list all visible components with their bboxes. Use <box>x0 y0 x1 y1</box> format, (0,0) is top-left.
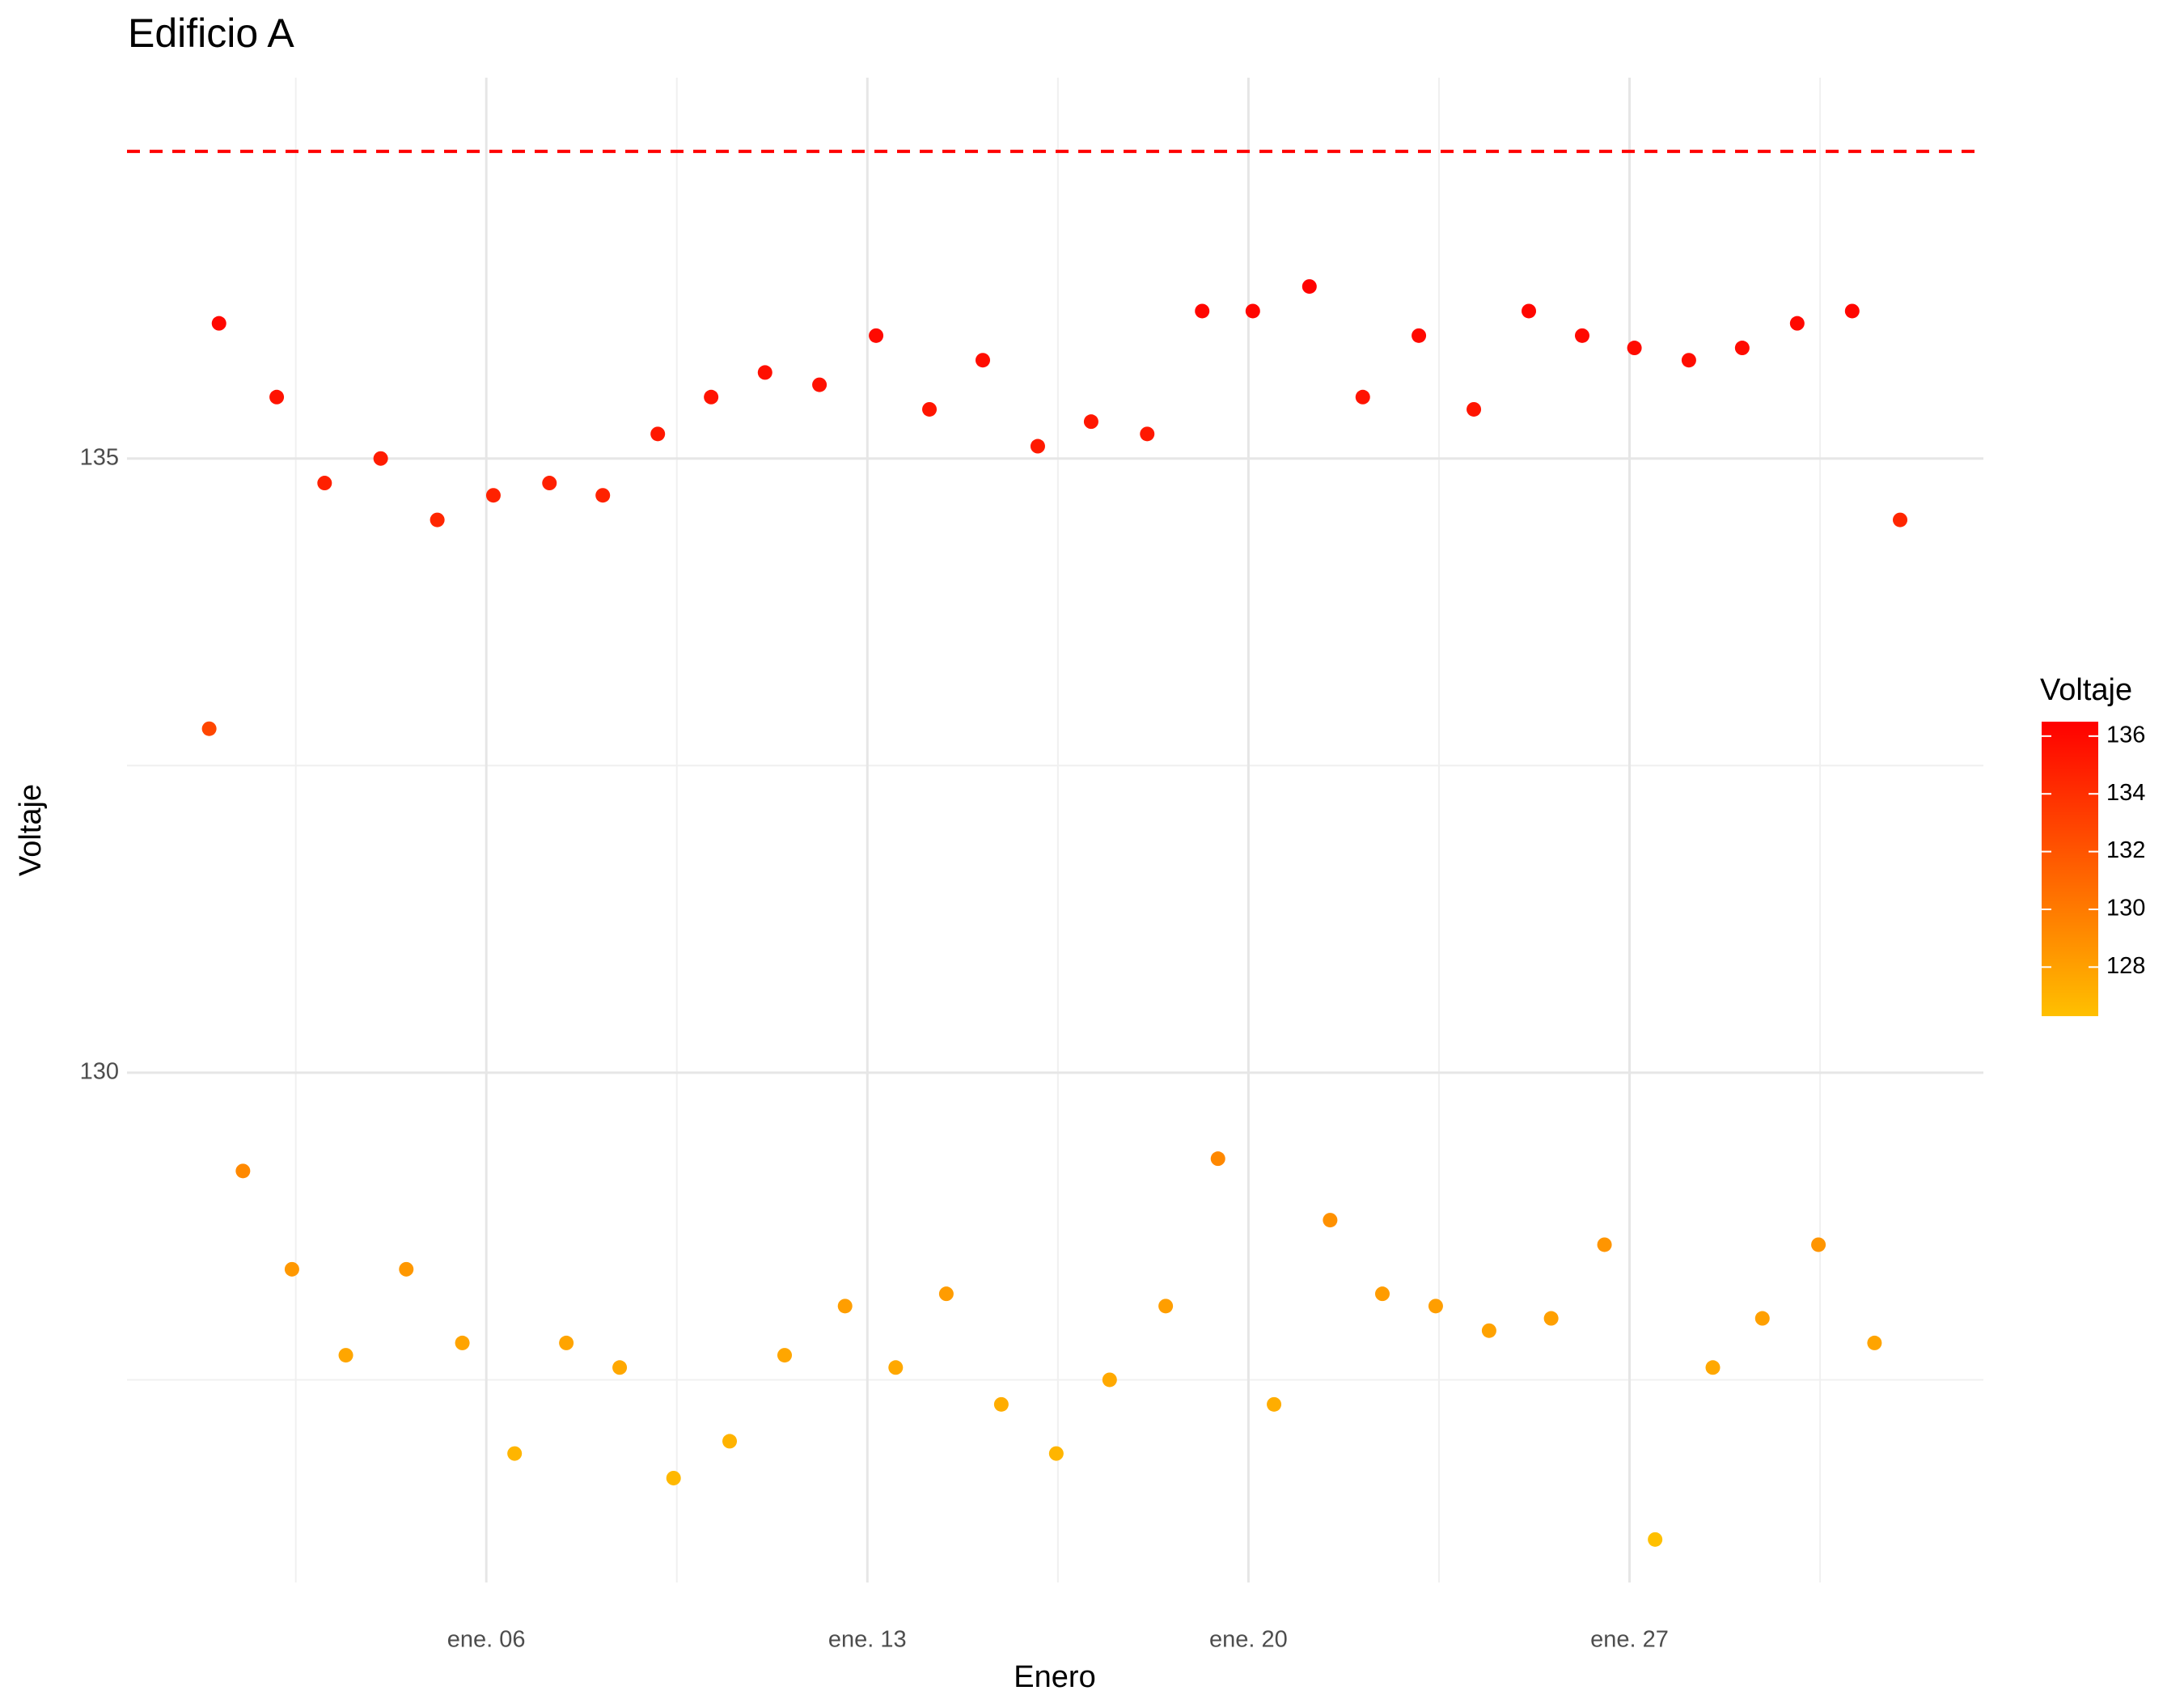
point <box>1705 1360 1721 1375</box>
point <box>542 476 557 491</box>
point <box>430 512 445 527</box>
colorbar-label: 128 <box>2106 953 2145 979</box>
colorbar-label: 132 <box>2106 837 2145 863</box>
point <box>650 426 666 442</box>
x-axis-title: Enero <box>1014 1660 1095 1694</box>
point <box>1048 1446 1064 1461</box>
colorbar-label: 134 <box>2106 780 2145 806</box>
point <box>338 1348 353 1363</box>
x-tick-label: ene. 06 <box>447 1627 526 1653</box>
point <box>559 1335 574 1350</box>
point <box>869 328 884 343</box>
point <box>722 1434 738 1449</box>
colorbar <box>2042 722 2098 1016</box>
point <box>1754 1311 1770 1326</box>
point <box>922 401 938 417</box>
point <box>666 1470 681 1485</box>
point <box>201 721 217 736</box>
point <box>1302 279 1317 294</box>
point <box>1627 341 1642 356</box>
point <box>1210 1151 1225 1167</box>
y-tick-label: 135 <box>80 444 119 470</box>
point <box>399 1261 414 1277</box>
point <box>211 316 226 331</box>
point <box>1355 389 1370 405</box>
point <box>704 389 719 405</box>
point <box>507 1446 523 1461</box>
point <box>612 1360 628 1375</box>
y-axis-title: Voltaje <box>14 784 48 876</box>
point <box>235 1163 251 1179</box>
point <box>595 488 611 503</box>
colorbar-label: 130 <box>2106 896 2145 922</box>
point <box>1323 1213 1338 1228</box>
point <box>812 377 827 392</box>
point <box>975 353 990 368</box>
point <box>1030 439 1045 454</box>
legend-title: Voltaje <box>2040 673 2132 707</box>
point <box>1789 316 1805 331</box>
point <box>1648 1532 1663 1547</box>
point <box>938 1286 954 1302</box>
y-tick-label: 130 <box>80 1059 119 1085</box>
point <box>777 1348 793 1363</box>
point <box>284 1261 299 1277</box>
point <box>1734 341 1750 356</box>
point <box>1195 303 1210 319</box>
point <box>1681 353 1696 368</box>
point <box>837 1299 853 1314</box>
point <box>373 451 388 466</box>
point <box>1811 1237 1826 1252</box>
point <box>1867 1335 1882 1350</box>
point <box>1267 1396 1282 1412</box>
x-tick-label: ene. 20 <box>1209 1627 1288 1653</box>
point <box>1083 414 1098 430</box>
colorbar-label: 136 <box>2106 722 2145 748</box>
point <box>993 1396 1009 1412</box>
x-tick-label: ene. 27 <box>1590 1627 1669 1653</box>
point <box>1428 1299 1443 1314</box>
point <box>1574 328 1589 343</box>
point <box>888 1360 904 1375</box>
point <box>1481 1323 1496 1338</box>
point <box>1844 303 1860 319</box>
point <box>1245 303 1260 319</box>
point <box>1158 1299 1174 1314</box>
point <box>1597 1237 1612 1252</box>
point <box>317 476 332 491</box>
point <box>1374 1286 1390 1302</box>
point <box>1467 401 1482 417</box>
point <box>1522 303 1537 319</box>
point <box>455 1335 470 1350</box>
point <box>757 365 772 380</box>
point <box>1102 1372 1117 1388</box>
point <box>1543 1311 1559 1326</box>
point <box>269 389 285 405</box>
point <box>485 488 501 503</box>
x-tick-label: ene. 13 <box>828 1627 907 1653</box>
chart-title: Edificio A <box>128 11 294 56</box>
point <box>1412 328 1427 343</box>
point <box>1893 512 1908 527</box>
point <box>1140 426 1155 442</box>
